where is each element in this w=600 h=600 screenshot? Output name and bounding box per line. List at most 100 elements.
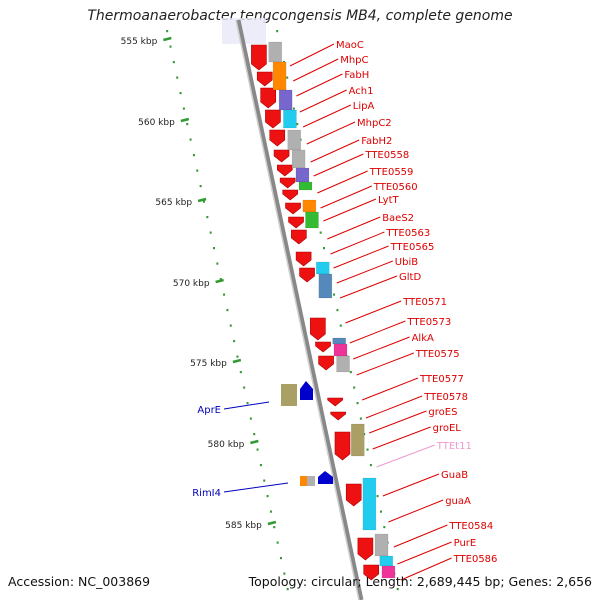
gene-arrow: [357, 537, 374, 561]
gene-leader-line: [397, 541, 452, 565]
gene-leader-line: [353, 336, 410, 360]
scale-dots-left: [219, 278, 222, 281]
gene-label: AprE: [197, 405, 221, 416]
cog-block: [336, 355, 350, 373]
scale-dots-right: [366, 448, 369, 451]
scale-label: 560 kbp: [138, 118, 175, 128]
scale-dots-left: [202, 200, 205, 203]
gene-label: guaA: [445, 496, 471, 507]
gene-label: PurE: [454, 538, 477, 549]
gene-arrow: [260, 87, 276, 109]
genome-backbone-shine: [235, 19, 360, 600]
gene-arrow: [282, 189, 299, 201]
scale-dots-left: [249, 417, 252, 420]
cog-block: [278, 89, 293, 111]
gene-leader-line: [388, 499, 444, 523]
gene-label: FabH: [344, 70, 369, 81]
scale-dots-left: [209, 231, 212, 234]
gene-label: TTE0578: [423, 392, 468, 403]
gene-arrow: [279, 177, 296, 189]
cog-block: [333, 343, 348, 357]
gene-leader-line: [393, 524, 448, 548]
cog-block: [362, 477, 377, 531]
gene-label: MaoC: [336, 40, 364, 51]
gene-leader-line: [339, 275, 398, 299]
gene-arrow: [327, 397, 343, 407]
gene-arrow: [277, 164, 293, 177]
gene-label: TTE0560: [373, 182, 418, 193]
scale-label: 570 kbp: [173, 279, 210, 289]
scale-dots-left: [223, 293, 226, 296]
gene-arrow-reverse: [300, 381, 313, 400]
gene-label: MhpC: [340, 55, 368, 66]
scale-dots-right: [292, 107, 295, 110]
gene-leader-line: [223, 401, 270, 410]
scale-tick: [232, 358, 242, 364]
scale-tick: [197, 197, 207, 203]
gene-label: TTE0571: [402, 297, 447, 308]
gene-label: TTE0559: [369, 167, 414, 178]
scale-dots-right: [396, 588, 399, 591]
cog-block: [332, 337, 346, 345]
gene-arrow: [295, 251, 312, 267]
genome-summary: Topology: circular; Length: 2,689,445 bp…: [248, 574, 592, 589]
gene-leader-line: [361, 377, 419, 401]
cog-block: [295, 167, 310, 183]
scale-dots-left: [233, 340, 236, 343]
gene-arrow: [345, 483, 362, 507]
scale-dots-left: [246, 402, 249, 405]
scale-dots-right: [383, 526, 386, 529]
cog-block: [379, 555, 394, 567]
gene-label: groEL: [433, 423, 462, 434]
gene-leader-line: [369, 410, 427, 434]
gene-leader-line: [306, 121, 356, 145]
scale-dots-left: [226, 309, 229, 312]
scale-dots-right: [369, 464, 372, 467]
gene-leader-line: [310, 139, 360, 163]
gene-arrow: [363, 564, 380, 581]
scale-dots-left: [196, 169, 199, 172]
scale-dots-right: [319, 231, 322, 234]
cog-block: [318, 273, 333, 299]
scale-label: 580 kbp: [208, 440, 245, 450]
scale-dots-left: [243, 386, 246, 389]
cog-block: [281, 384, 297, 406]
scale-dots-left: [213, 247, 216, 250]
accession-label: Accession: NC_003869: [8, 574, 151, 589]
gene-label: AlkA: [412, 333, 434, 344]
scale-dots-left: [259, 464, 262, 467]
scale-dots-left: [266, 495, 269, 498]
gene-leader-line: [223, 482, 289, 493]
gene-label: GltD: [399, 272, 421, 283]
gene-leader-line: [317, 170, 368, 194]
scale-dots-right: [339, 324, 342, 327]
gene-label: TTE0577: [419, 374, 464, 385]
scale-dots-left: [179, 92, 182, 95]
scale-dots-right: [333, 293, 336, 296]
cog-block: [268, 41, 283, 63]
gene-label: TTE0558: [364, 150, 409, 161]
gene-arrow: [265, 109, 281, 129]
gene-leader-line: [313, 153, 364, 177]
scale-dots-left: [192, 154, 195, 157]
scale-dots-left: [283, 572, 286, 575]
scale-dots-right: [353, 386, 356, 389]
gene-arrow: [251, 44, 267, 71]
gene-leader-line: [336, 260, 393, 284]
cog-block: [287, 129, 302, 151]
scale-dots-right: [349, 371, 352, 374]
scale-dots-left: [186, 123, 189, 126]
scale-dots-right: [379, 510, 382, 513]
scale-label: 585 kbp: [225, 521, 262, 531]
scale-dots-left: [236, 355, 239, 358]
gene-leader-line: [382, 473, 440, 497]
scale-tick: [180, 117, 190, 123]
cog-block: [307, 476, 315, 486]
scale-dots-left: [206, 216, 209, 219]
gene-label: LytT: [378, 195, 399, 206]
scale-dots-left: [286, 588, 289, 591]
cog-block: [351, 423, 365, 457]
scale-dots-left: [273, 526, 276, 529]
gene-label: MhpC2: [357, 118, 392, 129]
scale-dots-left: [229, 324, 232, 327]
